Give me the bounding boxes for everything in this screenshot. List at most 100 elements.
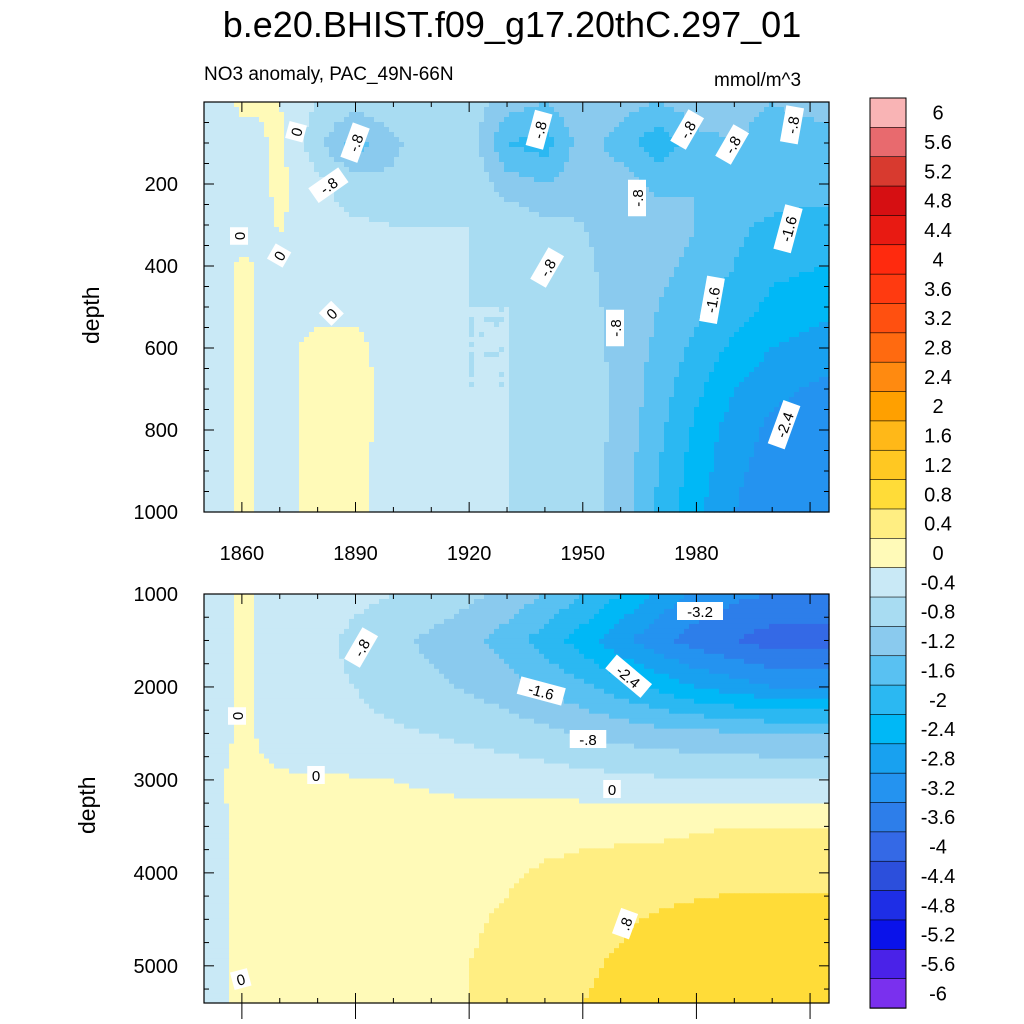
heatmap-cell — [504, 232, 510, 238]
heatmap-cell — [579, 207, 585, 213]
heatmap-cell — [479, 132, 485, 138]
heatmap-cell — [404, 252, 410, 258]
heatmap-cell — [404, 212, 410, 218]
heatmap-cell — [429, 252, 435, 258]
heatmap-cell — [249, 157, 255, 163]
heatmap-cell — [369, 202, 375, 208]
heatmap-cell — [409, 137, 415, 143]
heatmap-cell — [744, 222, 750, 228]
heatmap-cell — [739, 122, 745, 128]
heatmap-cell — [624, 137, 630, 143]
heatmap-cell — [569, 162, 575, 168]
heatmap-cell — [419, 167, 425, 173]
heatmap-cell — [599, 187, 605, 193]
heatmap-cell — [229, 252, 235, 258]
heatmap-cell — [364, 227, 370, 233]
heatmap-cell — [509, 107, 515, 113]
heatmap-cell — [244, 137, 250, 143]
heatmap-cell — [704, 192, 710, 198]
heatmap-cell — [379, 132, 385, 138]
heatmap-cell — [774, 142, 780, 148]
heatmap-cell — [814, 212, 820, 218]
heatmap-cell — [324, 257, 330, 263]
heatmap-cell — [294, 152, 300, 158]
heatmap-cell — [809, 132, 815, 138]
heatmap-cell — [804, 197, 810, 203]
heatmap-cell — [449, 212, 455, 218]
heatmap-cell — [269, 222, 275, 228]
heatmap-cell — [519, 192, 525, 198]
heatmap-cell — [289, 222, 295, 228]
heatmap-cell — [489, 102, 495, 108]
heatmap-cell — [719, 212, 725, 218]
heatmap-cell — [514, 217, 520, 223]
heatmap-cell — [624, 227, 630, 233]
heatmap-cell — [424, 227, 430, 233]
heatmap-cell — [344, 217, 350, 223]
heatmap-cell — [649, 132, 655, 138]
heatmap-cell — [399, 212, 405, 218]
heatmap-cell — [489, 112, 495, 118]
heatmap-cell — [354, 112, 360, 118]
heatmap-cell — [289, 212, 295, 218]
heatmap-cell — [219, 257, 225, 263]
heatmap-cell — [214, 297, 220, 303]
heatmap-cell — [624, 277, 630, 283]
heatmap-cell — [489, 192, 495, 198]
heatmap-cell — [589, 287, 595, 293]
heatmap-cell — [739, 242, 745, 248]
heatmap-cell — [354, 182, 360, 188]
heatmap-cell — [229, 192, 235, 198]
heatmap-cell — [494, 137, 500, 143]
heatmap-cell — [394, 247, 400, 253]
heatmap-cell — [409, 157, 415, 163]
heatmap-cell — [634, 102, 640, 108]
heatmap-cell — [309, 212, 315, 218]
heatmap-cell — [744, 167, 750, 173]
heatmap-cell — [474, 147, 480, 153]
heatmap-cell — [309, 157, 315, 163]
heatmap-cell — [444, 182, 450, 188]
heatmap-cell — [784, 147, 790, 153]
heatmap-cell — [459, 107, 465, 113]
heatmap-cell — [444, 262, 450, 268]
heatmap-cell — [674, 107, 680, 113]
heatmap-cell — [384, 207, 390, 213]
heatmap-cell — [544, 142, 550, 148]
heatmap-cell — [439, 252, 445, 258]
heatmap-cell — [704, 122, 710, 128]
heatmap-cell — [659, 282, 665, 288]
heatmap-cell — [244, 207, 250, 213]
heatmap-cell — [599, 102, 605, 108]
heatmap-cell — [514, 247, 520, 253]
heatmap-cell — [359, 282, 365, 288]
heatmap-cell — [809, 267, 815, 273]
heatmap-cell — [224, 152, 230, 158]
heatmap-cell — [204, 277, 210, 283]
heatmap-cell — [564, 222, 570, 228]
heatmap-cell — [304, 187, 310, 193]
heatmap-cell — [264, 187, 270, 193]
heatmap-cell — [799, 187, 805, 193]
heatmap-cell — [274, 287, 280, 293]
heatmap-cell — [419, 192, 425, 198]
heatmap-cell — [544, 202, 550, 208]
heatmap-cell — [809, 182, 815, 188]
heatmap-cell — [684, 152, 690, 158]
heatmap-cell — [499, 167, 505, 173]
heatmap-cell — [429, 177, 435, 183]
heatmap-cell — [234, 187, 240, 193]
heatmap-cell — [729, 262, 735, 268]
heatmap-cell — [699, 297, 705, 303]
heatmap-cell — [259, 292, 265, 298]
heatmap-cell — [564, 217, 570, 223]
heatmap-cell — [634, 227, 640, 233]
heatmap-cell — [419, 122, 425, 128]
heatmap-cell — [629, 102, 635, 108]
heatmap-cell — [349, 172, 355, 178]
heatmap-cell — [589, 142, 595, 148]
heatmap-cell — [329, 197, 335, 203]
heatmap-cell — [474, 242, 480, 248]
heatmap-cell — [474, 117, 480, 123]
heatmap-cell — [514, 262, 520, 268]
